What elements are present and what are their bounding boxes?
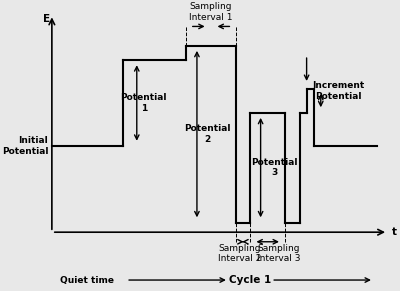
Text: Initial
Potential: Initial Potential [2,136,48,156]
Text: Potential
2: Potential 2 [184,124,231,144]
Text: Quiet time: Quiet time [60,276,114,285]
Text: Sampling
Interval 3: Sampling Interval 3 [256,244,300,263]
Text: Potential
3: Potential 3 [252,158,298,177]
Text: t: t [392,227,396,237]
Text: E: E [43,15,50,24]
Text: Sampling
Interval 2: Sampling Interval 2 [218,244,261,263]
Text: Potential
1: Potential 1 [121,93,167,113]
Text: Increment
Potential: Increment Potential [312,81,364,101]
Text: Cycle 1: Cycle 1 [229,275,271,285]
Text: Sampling
Interval 1: Sampling Interval 1 [189,2,233,22]
